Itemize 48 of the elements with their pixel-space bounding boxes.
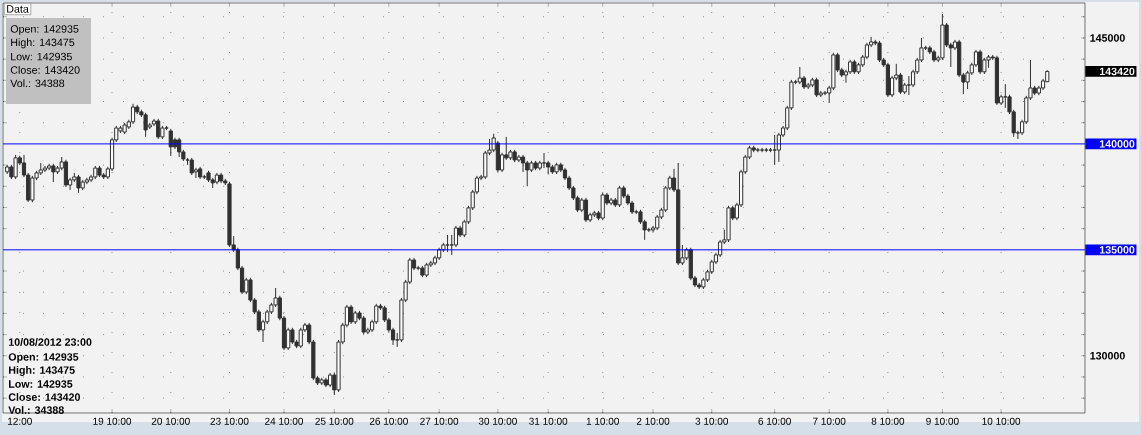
- x-tick-label: 3 10:00: [695, 417, 729, 425]
- candlestick: [877, 40, 882, 63]
- x-tick-label: 12:00: [8, 417, 32, 425]
- annotation: Close: 143420: [8, 393, 80, 401]
- annotation: Vol.: 34388: [10, 79, 65, 88]
- candlestick: [361, 315, 366, 335]
- candlestick: [168, 128, 173, 157]
- candlestick: [30, 175, 35, 203]
- x-tick-label: 2 10:00: [636, 417, 670, 425]
- annotation: Close: 143420: [10, 65, 80, 74]
- x-tick-label: 30 10:00: [478, 417, 517, 425]
- x-tick-label: 7 10:00: [813, 417, 846, 425]
- x-tick-label: 27 10:00: [420, 417, 459, 425]
- x-tick-label: 24 10:00: [265, 417, 304, 425]
- candlestick: [1003, 83, 1008, 109]
- x-tick-label: 20 10:00: [151, 417, 190, 425]
- x-tick-label: 31 10:00: [529, 417, 568, 425]
- candlestick: [63, 159, 69, 188]
- annotation: Low: 142935: [9, 380, 73, 388]
- x-tick-label: 9 10:00: [926, 417, 959, 425]
- annotation: Open: 142935: [10, 25, 79, 35]
- y-tick-label: 145000: [1090, 34, 1125, 42]
- candlestick: [617, 185, 622, 208]
- ref-line-label: 135000: [1099, 246, 1135, 254]
- annotation: High: 143475: [11, 38, 75, 49]
- annotation: Low: 142935: [11, 52, 72, 61]
- x-tick-label: 6 10:00: [758, 417, 791, 425]
- annotation: Open: 142935: [8, 353, 79, 363]
- annotation: Data: [7, 5, 29, 13]
- candlestick: [772, 134, 777, 166]
- x-tick-label: 26 10:00: [369, 417, 408, 425]
- x-tick-label: 10 10:00: [982, 417, 1021, 425]
- ref-line-label: 140000: [1099, 140, 1135, 148]
- annotation: High: 143475: [9, 365, 75, 376]
- candlestick: [76, 174, 81, 194]
- y-tick-label: 130000: [1090, 352, 1125, 360]
- x-tick-label: 23 10:00: [210, 417, 249, 425]
- x-tick-label: 25 10:00: [315, 417, 354, 425]
- annotation: 10/08/2012 23:00: [8, 338, 92, 346]
- x-tick-label: 8 10:00: [871, 417, 905, 425]
- candlestick: [143, 112, 148, 138]
- x-tick-label: 19 10:00: [93, 417, 132, 425]
- candlestick: [51, 163, 56, 183]
- candlestick: [814, 77, 819, 98]
- x-tick-label: 1 10:00: [586, 417, 619, 425]
- text: 143420: [1099, 67, 1135, 76]
- candlestick: [13, 154, 18, 180]
- annotation: Vol.: 34388: [8, 406, 64, 414]
